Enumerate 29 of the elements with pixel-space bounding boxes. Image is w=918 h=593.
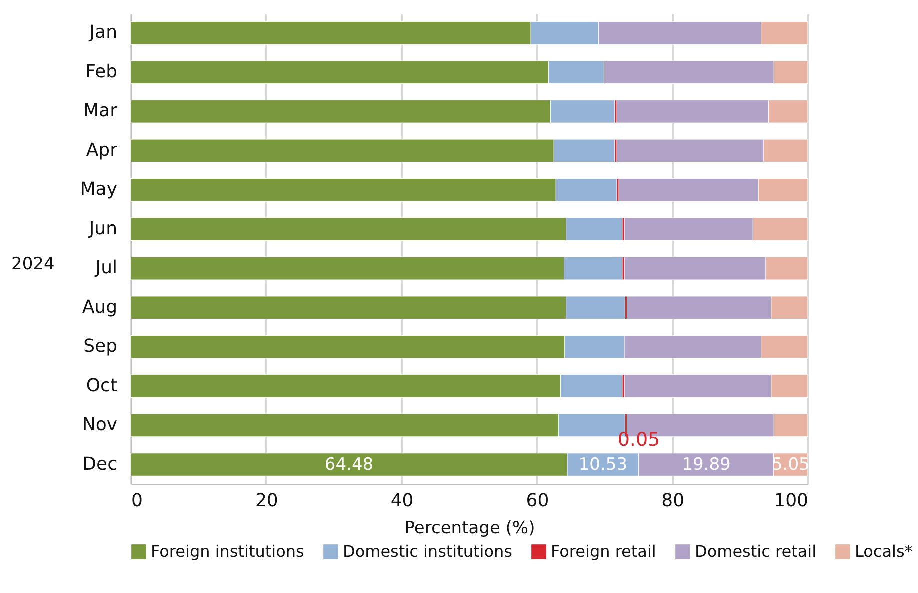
y-tick-label: Dec bbox=[82, 454, 118, 475]
data-label: 0.05 bbox=[618, 428, 660, 451]
y-tick-label: Mar bbox=[84, 100, 118, 122]
legend-label: Locals* bbox=[855, 542, 913, 561]
y-tick-label: Jan bbox=[88, 22, 118, 44]
x-tick-label: 40 bbox=[390, 490, 414, 512]
y-tick-label: Nov bbox=[82, 414, 118, 436]
x-tick-label: 20 bbox=[255, 490, 278, 512]
y-tick-label: Sep bbox=[84, 336, 118, 358]
y-tick-label: Aug bbox=[82, 296, 118, 318]
y-axis-title: 2024 bbox=[12, 254, 55, 274]
y-tick-label: Feb bbox=[86, 61, 118, 82]
data-label: 19.89 bbox=[682, 454, 731, 475]
x-tick-label: 80 bbox=[662, 490, 685, 512]
data-label: 64.48 bbox=[324, 454, 374, 475]
y-tick-label: Apr bbox=[86, 140, 118, 161]
y-tick-label: Oct bbox=[86, 375, 118, 396]
data-label: 10.53 bbox=[578, 454, 628, 475]
x-tick-label: 0 bbox=[132, 490, 143, 512]
legend-label: Domestic institutions bbox=[343, 542, 513, 561]
x-tick-label: 100 bbox=[774, 490, 808, 512]
y-tick-label: May bbox=[80, 179, 118, 200]
y-tick-label: Jul bbox=[94, 258, 118, 279]
x-axis-title: Percentage (%) bbox=[404, 518, 536, 538]
x-tick-label: 60 bbox=[526, 490, 550, 512]
legend-label: Foreign retail bbox=[551, 542, 656, 561]
y-tick-label: Jun bbox=[88, 218, 118, 240]
legend-label: Domestic retail bbox=[695, 542, 817, 561]
legend-label: Foreign institutions bbox=[151, 542, 304, 561]
